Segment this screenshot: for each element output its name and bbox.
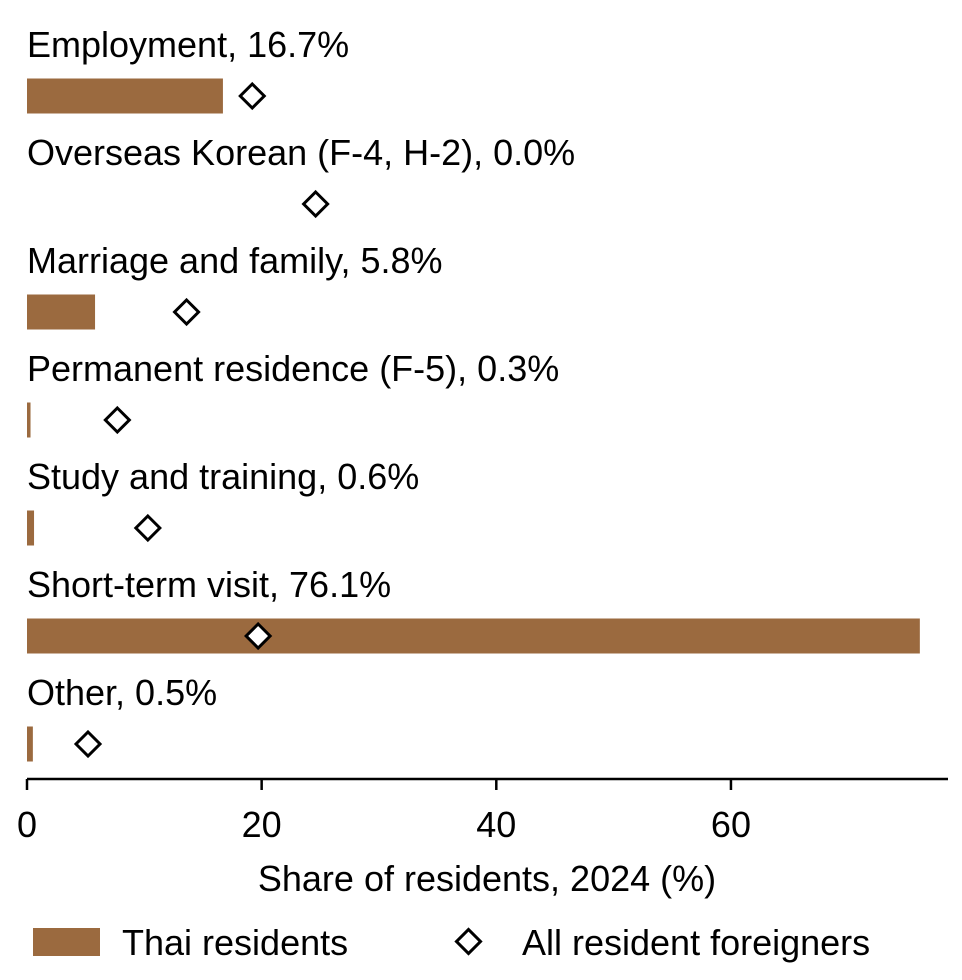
category-label-employment: Employment, 16.7%: [27, 24, 349, 65]
category-label-marriage-and-family: Marriage and family, 5.8%: [27, 240, 443, 281]
x-tick-label-0: 0: [17, 804, 37, 845]
x-axis-title: Share of residents, 2024 (%): [258, 858, 716, 899]
diamond-employment: [238, 81, 267, 111]
x-tick-label-20: 20: [242, 804, 282, 845]
diamond-short-term-visit: [244, 621, 273, 651]
bar-employment: [27, 78, 223, 114]
bar-series: [27, 78, 920, 762]
category-labels: Employment, 16.7% Overseas Korean (F-4, H…: [27, 24, 575, 713]
bar-other: [27, 726, 33, 762]
category-label-short-term-visit: Short-term visit, 76.1%: [27, 564, 391, 605]
category-label-other: Other, 0.5%: [27, 672, 217, 713]
x-tick-label-60: 60: [711, 804, 751, 845]
legend-diamond-swatch: [454, 927, 483, 956]
x-tick-label-40: 40: [476, 804, 516, 845]
bar-marriage-and-family: [27, 294, 96, 330]
diamond-other: [73, 729, 103, 759]
diamond-study-and-training: [133, 513, 162, 543]
diamond-overseas-korean-f-4-h-2: [301, 189, 330, 219]
bar-study-and-training: [27, 510, 35, 546]
category-label-overseas-korean-f-4-h-2: Overseas Korean (F-4, H-2), 0.0%: [27, 132, 575, 173]
x-axis: 0 20 40 60 Share of residents, 2024 (%): [17, 777, 948, 899]
legend: Thai residents All resident foreigners: [33, 922, 870, 963]
x-ticks: 0 20 40 60: [17, 779, 751, 845]
diamond-series: [73, 81, 330, 759]
legend-label-thai-residents: Thai residents: [122, 922, 348, 963]
legend-label-all-resident-foreigners: All resident foreigners: [522, 922, 870, 963]
category-label-study-and-training: Study and training, 0.6%: [27, 456, 419, 497]
diamond-marriage-and-family: [172, 297, 201, 327]
diamond-permanent-residence-f-5: [103, 405, 132, 435]
bar-short-term-visit: [27, 618, 920, 654]
bar-permanent-residence-f-5: [27, 402, 31, 438]
legend-bar-swatch: [33, 928, 100, 956]
category-label-permanent-residence-f-5: Permanent residence (F-5), 0.3%: [27, 348, 559, 389]
